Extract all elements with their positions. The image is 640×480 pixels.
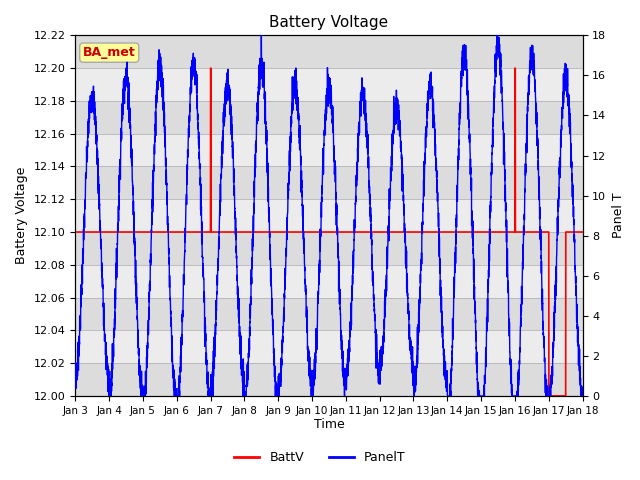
Bar — [76, 265, 582, 298]
Bar — [76, 199, 582, 232]
Bar — [76, 68, 582, 101]
Bar — [76, 232, 582, 265]
Title: Battery Voltage: Battery Voltage — [269, 15, 388, 30]
Y-axis label: Battery Voltage: Battery Voltage — [15, 167, 28, 264]
Bar — [76, 133, 582, 167]
Bar — [76, 330, 582, 363]
Bar — [76, 167, 582, 199]
Y-axis label: Panel T: Panel T — [612, 193, 625, 239]
Legend: BattV, PanelT: BattV, PanelT — [229, 446, 411, 469]
Bar — [76, 298, 582, 330]
X-axis label: Time: Time — [314, 419, 344, 432]
Text: BA_met: BA_met — [83, 46, 136, 59]
Bar — [76, 36, 582, 68]
Bar — [76, 363, 582, 396]
Bar — [76, 101, 582, 133]
